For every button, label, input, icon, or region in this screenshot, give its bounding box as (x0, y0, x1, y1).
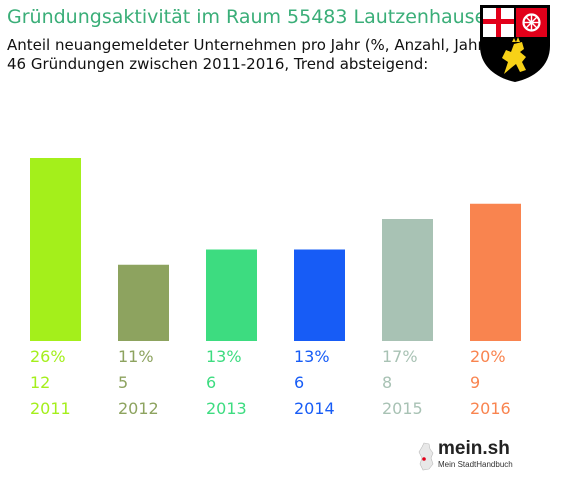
count-label-2014: 6 (294, 373, 304, 392)
count-label-2012: 5 (118, 373, 128, 392)
year-label-2011: 2011 (30, 399, 71, 418)
subtitle-line-1: Anteil neuangemeldeter Unternehmen pro J… (7, 36, 490, 54)
bar-2015 (382, 219, 433, 341)
logo-tagline: Mein StadtHandbuch (438, 460, 513, 469)
count-label-2013: 6 (206, 373, 216, 392)
year-label-2013: 2013 (206, 399, 247, 418)
chart-subtitle: Anteil neuangemeldeter Unternehmen pro J… (7, 36, 490, 74)
logo-wordmark: mein.sh (438, 438, 510, 459)
bar-2016 (470, 203, 521, 341)
year-label-2015: 2015 (382, 399, 423, 418)
count-label-2015: 8 (382, 373, 392, 392)
pct-label-2015: 17% (382, 347, 418, 366)
rhineland-palatinate-coat-of-arms-icon (480, 5, 550, 82)
mein-sh-logo: mein.sh Mein StadtHandbuch (418, 436, 528, 472)
bar-2012 (118, 264, 169, 341)
germany-map-icon (418, 442, 434, 471)
year-label-2016: 2016 (470, 399, 511, 418)
count-label-2016: 9 (470, 373, 480, 392)
chart-title: Gründungsaktivität im Raum 55483 Lautzen… (7, 6, 499, 28)
year-label-2014: 2014 (294, 399, 335, 418)
pct-label-2012: 11% (118, 347, 154, 366)
pct-label-2011: 26% (30, 347, 66, 366)
bar-2014 (294, 249, 345, 341)
pct-label-2016: 20% (470, 347, 506, 366)
year-label-2012: 2012 (118, 399, 159, 418)
bar-2013 (206, 249, 257, 341)
pct-label-2013: 13% (206, 347, 242, 366)
count-label-2011: 12 (30, 373, 50, 392)
subtitle-line-2: 46 Gründungen zwischen 2011-2016, Trend … (7, 55, 429, 73)
pct-label-2014: 13% (294, 347, 330, 366)
bar-2011 (30, 158, 81, 341)
